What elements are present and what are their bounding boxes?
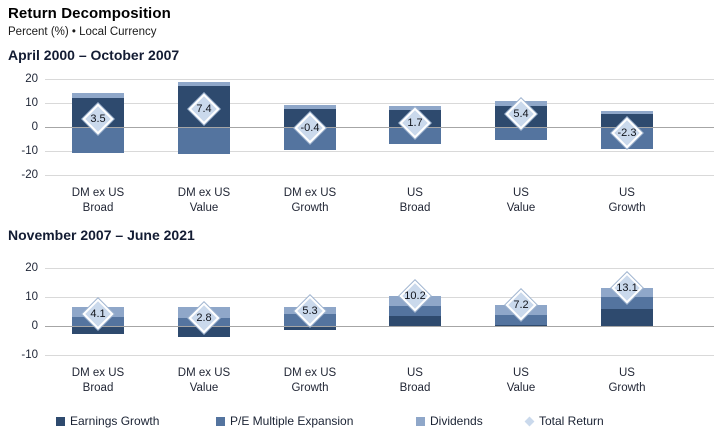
y-axis-tick: 20 (25, 262, 38, 274)
total-return-diamond-icon (524, 416, 535, 426)
x-axis-category-label: US Value (506, 367, 536, 394)
y-axis-tick: 10 (25, 291, 38, 303)
y-axis-tick: 20 (25, 73, 38, 85)
total-return-value: 4.1 (90, 308, 106, 320)
gridline (45, 151, 714, 152)
y-axis-tick: 0 (31, 320, 38, 332)
y-axis-tick: -20 (21, 169, 38, 181)
bar-segment-p-e-multiple-expansion (495, 127, 547, 140)
panel1-heading: April 2000 – October 2007 (8, 47, 180, 63)
gridline (45, 103, 714, 104)
x-axis-category-label: DM ex US Broad (71, 187, 125, 214)
gridline (45, 297, 714, 298)
legend-label: P/E Multiple Expansion (230, 414, 354, 428)
legend-item-p-e-multiple-expansion: P/E Multiple Expansion (216, 413, 353, 429)
chart-subtitle: Percent (%) • Local Currency (8, 26, 157, 38)
legend-item-dividends: Dividends (416, 413, 483, 429)
bar-segment-earnings-growth (495, 325, 547, 326)
total-return-value: 7.4 (196, 103, 212, 115)
legend-swatch-icon (416, 416, 425, 426)
x-axis-category-label: DM ex US Growth (283, 187, 337, 214)
bar-segment-earnings-growth (601, 309, 653, 326)
total-return-value: 5.4 (513, 108, 529, 120)
total-return-value: 5.3 (302, 305, 318, 317)
y-axis-tick: 10 (25, 97, 38, 109)
bar-segment-earnings-growth (284, 326, 336, 330)
bar-segment-dividends (284, 105, 336, 109)
x-axis-category-label: DM ex US Broad (71, 367, 125, 394)
x-axis-category-label: US Broad (399, 367, 431, 394)
y-axis-tick: -10 (21, 349, 38, 361)
legend-item-total-return: Total Return (524, 413, 604, 429)
legend-label: Total Return (539, 414, 604, 428)
total-return-value: 3.5 (90, 113, 106, 125)
total-return-value: 10.2 (404, 290, 426, 302)
chart-title: Return Decomposition (8, 5, 171, 22)
x-axis-category-label: DM ex US Value (177, 367, 231, 394)
x-axis-category-label: US Growth (608, 187, 646, 214)
y-axis-tick: -10 (21, 145, 38, 157)
total-return-value: -2.3 (617, 127, 637, 139)
zero-gridline (45, 326, 714, 327)
y-axis-tick: 0 (31, 121, 38, 133)
bar-segment-dividends (72, 93, 124, 98)
bar-segment-dividends (178, 82, 230, 86)
gridline (45, 175, 714, 176)
legend-swatch-icon (56, 416, 65, 426)
x-axis-category-label: DM ex US Value (177, 187, 231, 214)
total-return-value: 7.2 (513, 299, 529, 311)
legend-label: Dividends (430, 414, 483, 428)
bar-segment-dividends (601, 111, 653, 114)
legend-label: Earnings Growth (70, 414, 160, 428)
bar-segment-earnings-growth (389, 316, 441, 326)
legend-swatch-icon (216, 416, 225, 426)
gridline (45, 268, 714, 269)
legend-item-earnings-growth: Earnings Growth (56, 413, 159, 429)
x-axis-category-label: US Broad (399, 187, 431, 214)
total-return-value: 2.8 (196, 312, 212, 324)
x-axis-category-label: US Growth (608, 367, 646, 394)
gridline (45, 79, 714, 80)
zero-gridline (45, 127, 714, 128)
bar-segment-p-e-multiple-expansion (178, 127, 230, 154)
x-axis-category-label: DM ex US Growth (283, 367, 337, 394)
total-return-value: 13.1 (616, 282, 638, 294)
x-axis-category-label: US Value (506, 187, 536, 214)
panel2-heading: November 2007 – June 2021 (8, 227, 195, 243)
gridline (45, 355, 714, 356)
total-return-value: 1.7 (407, 117, 423, 129)
total-return-value: -0.4 (300, 122, 320, 134)
bar-segment-earnings-growth (72, 326, 124, 334)
